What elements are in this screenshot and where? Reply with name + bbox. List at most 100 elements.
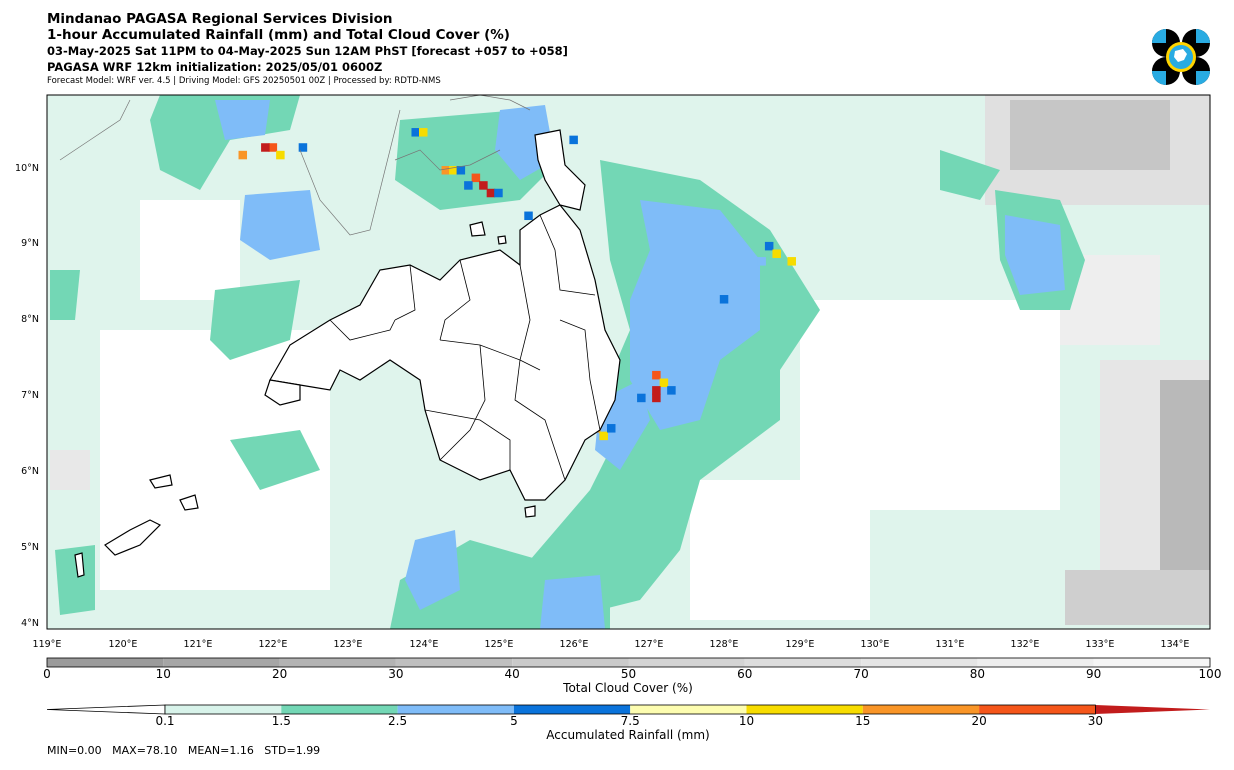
logo-blue-tl bbox=[1152, 29, 1166, 43]
cloud-colorbar-tick: 30 bbox=[388, 667, 403, 681]
lon-label: 122°E bbox=[259, 639, 288, 650]
cloud-colorbar-segment bbox=[744, 658, 862, 667]
cloud-colorbar-segment bbox=[163, 658, 280, 667]
rain-cell bbox=[471, 173, 481, 183]
rain-colorbar-segment bbox=[165, 705, 282, 714]
lon-label: 126°E bbox=[560, 639, 589, 650]
jolo-island bbox=[149, 474, 173, 489]
cloud-colorbar-tick: 100 bbox=[1199, 667, 1222, 681]
cloud-colorbar bbox=[46, 657, 1211, 668]
province-boundary bbox=[329, 319, 396, 341]
rain-cell bbox=[764, 241, 774, 251]
cloud-colorbar-segment bbox=[512, 658, 629, 667]
rain-cell bbox=[276, 150, 285, 160]
cloud-colorbar-tick: 80 bbox=[970, 667, 985, 681]
rain-cell bbox=[667, 386, 676, 395]
rain-cell bbox=[569, 135, 578, 145]
map-frame bbox=[46, 94, 1211, 630]
rain-colorbar-tick: 7.5 bbox=[621, 714, 640, 728]
init-line: PAGASA WRF 12km initialization: 2025/05/… bbox=[47, 60, 383, 74]
rain-cell bbox=[637, 393, 646, 403]
lon-label: 121°E bbox=[184, 639, 213, 650]
rain-cell bbox=[268, 143, 278, 152]
lat-labels: 10°N 9°N 8°N 7°N 6°N 5°N 4°N bbox=[15, 163, 39, 629]
rain-cell bbox=[238, 150, 248, 160]
rain-area bbox=[405, 530, 460, 610]
clear-sky-area bbox=[140, 200, 240, 300]
cloud-patch bbox=[1065, 570, 1210, 625]
lat-label: 4°N bbox=[21, 618, 39, 629]
statistics-line: MIN=0.00 MAX=78.10 MEAN=1.16 STD=1.99 bbox=[47, 744, 321, 757]
dinagat-siargao-coast bbox=[534, 129, 586, 211]
rain-cell bbox=[652, 370, 661, 380]
lat-label: 8°N bbox=[21, 314, 39, 325]
rain-cell bbox=[456, 166, 466, 175]
rain-colorbar-segment bbox=[281, 705, 398, 714]
lon-label: 127°E bbox=[635, 639, 664, 650]
small-island bbox=[469, 221, 486, 237]
rain-area bbox=[215, 100, 270, 140]
rain-cell bbox=[652, 386, 661, 395]
lat-label: 7°N bbox=[21, 390, 39, 401]
panay-negros-coast bbox=[59, 99, 131, 161]
lon-label: 132°E bbox=[1011, 639, 1040, 650]
rain-colorbar-segment bbox=[630, 705, 747, 714]
rain-cell bbox=[298, 143, 308, 152]
admin-boundaries bbox=[329, 214, 601, 481]
rain-cell bbox=[607, 424, 616, 433]
negros-coast bbox=[299, 109, 401, 236]
logo-blue-bl bbox=[1152, 71, 1166, 85]
rain-colorbar-tick: 15 bbox=[855, 714, 870, 728]
cloud-colorbar-segment bbox=[628, 658, 745, 667]
rain-area bbox=[940, 150, 1000, 200]
lon-label: 124°E bbox=[410, 639, 439, 650]
lon-label: 123°E bbox=[334, 639, 363, 650]
cloud-colorbar-segment bbox=[47, 658, 164, 667]
rain-cell bbox=[494, 188, 503, 198]
rain-colorbar-segment bbox=[746, 705, 863, 714]
lon-label: 131°E bbox=[936, 639, 965, 650]
rain-cell bbox=[772, 249, 781, 258]
lon-label: 128°E bbox=[710, 639, 739, 650]
cloud-colorbar-label: Total Cloud Cover (%) bbox=[562, 681, 693, 695]
rain-colorbar-segment bbox=[979, 705, 1096, 714]
rain-cell bbox=[787, 257, 796, 266]
rain-cell bbox=[449, 166, 458, 175]
clear-sky-area bbox=[690, 480, 870, 620]
rain-area bbox=[50, 270, 80, 320]
rain-colorbar-tick: 0.1 bbox=[155, 714, 174, 728]
cloud-colorbar-segment bbox=[1093, 658, 1210, 667]
mindanao-coast bbox=[269, 204, 621, 501]
province-boundary bbox=[539, 214, 596, 296]
lat-label: 5°N bbox=[21, 542, 39, 553]
rain-cell bbox=[757, 257, 766, 266]
province-boundary bbox=[439, 344, 486, 461]
province-boundary bbox=[514, 359, 566, 481]
cloud-colorbar-segment bbox=[977, 658, 1094, 667]
cloud-colorbar-segment bbox=[861, 658, 978, 667]
cloud-colorbar-tick: 90 bbox=[1086, 667, 1101, 681]
cloud-colorbar-tick: 70 bbox=[853, 667, 868, 681]
rain-cell bbox=[599, 431, 608, 441]
rain-colorbar-tick: 5 bbox=[510, 714, 518, 728]
rain-colorbar-segment bbox=[862, 705, 980, 714]
cloud-patch bbox=[50, 450, 90, 490]
rain-cell bbox=[719, 295, 729, 304]
lon-label: 134°E bbox=[1161, 639, 1190, 650]
rain-area bbox=[55, 545, 95, 615]
rain-cell bbox=[486, 188, 496, 198]
rain-colorbar-over-arrow bbox=[1095, 705, 1210, 714]
rain-colorbar-tick: 30 bbox=[1088, 714, 1103, 728]
rain-colorbar-tick: 2.5 bbox=[388, 714, 407, 728]
lon-labels: 119°E 120°E 121°E 122°E 123°E 124°E 125°… bbox=[33, 639, 1190, 650]
basilan-island bbox=[179, 494, 199, 511]
rain-cell bbox=[419, 128, 428, 137]
province-boundary bbox=[394, 264, 416, 321]
rain-colorbar-segment bbox=[397, 705, 514, 714]
province-boundary bbox=[439, 259, 471, 341]
rain-colorbar-under-arrow bbox=[46, 704, 166, 715]
pagasa-logo bbox=[1152, 29, 1210, 85]
lat-label: 9°N bbox=[21, 238, 39, 249]
cloud-colorbar-tick: 50 bbox=[621, 667, 636, 681]
